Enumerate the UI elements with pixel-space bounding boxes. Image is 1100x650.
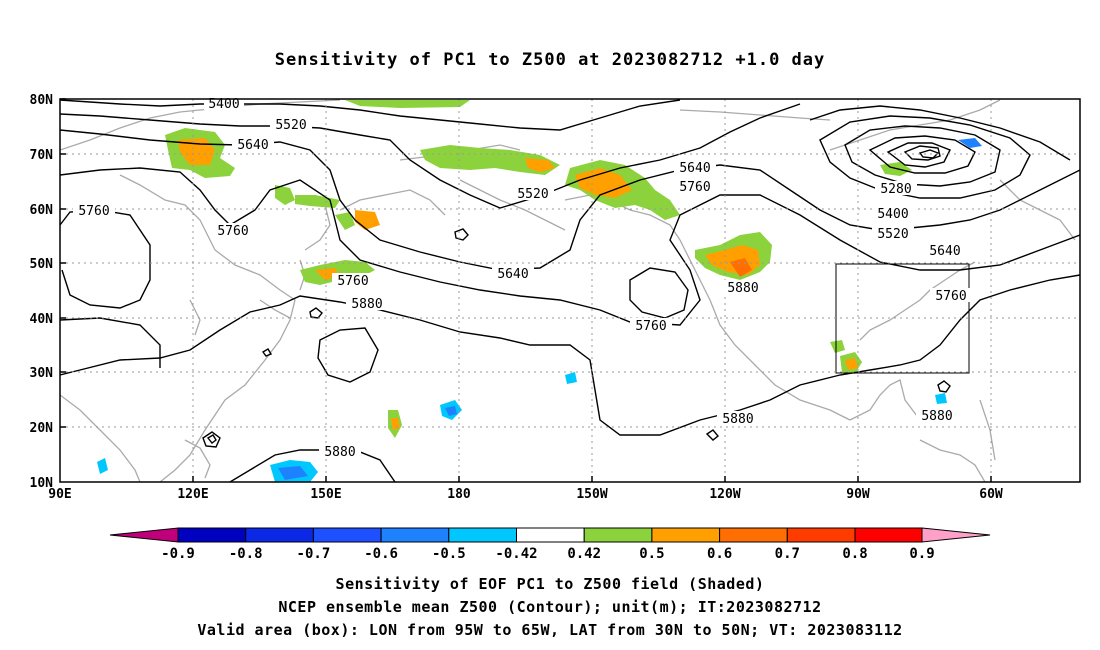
colorbar-left-triangle <box>109 527 179 543</box>
map-frame <box>59 98 1081 483</box>
colorbar-segment <box>583 527 653 543</box>
contour-label: 5400 <box>877 207 908 222</box>
colorbar-segment <box>177 527 247 543</box>
sensitivity-shading <box>97 100 982 482</box>
axis-ticks <box>60 98 992 482</box>
lat-label: 70N <box>30 148 54 163</box>
colorbar-segment <box>312 527 382 543</box>
colorbar-label: -0.8 <box>229 546 263 562</box>
colorbar-label: 0.6 <box>707 546 732 562</box>
lon-label: 150E <box>310 487 341 502</box>
z500-contours <box>60 99 1080 482</box>
colorbar-label: -0.6 <box>364 546 398 562</box>
colorbar-segment <box>245 527 314 543</box>
colorbar-label: 0.42 <box>567 546 601 562</box>
colorbar-segment <box>854 527 923 543</box>
contour-label: 5640 <box>679 161 710 176</box>
lat-label: 80N <box>30 93 54 108</box>
caption-contour: NCEP ensemble mean Z500 (Contour); unit(… <box>278 598 822 616</box>
contour-label: 5760 <box>935 289 966 304</box>
contour-label: 5880 <box>921 409 952 424</box>
longitude-labels: 90E 120E 150E 180 150W 120W 90W 60W <box>48 487 1003 502</box>
colorbar-segment <box>448 527 517 543</box>
colorbar-label: -0.7 <box>297 546 331 562</box>
lat-label: 50N <box>30 257 54 272</box>
colorbar-label: 0.5 <box>639 546 664 562</box>
contour-label: 5640 <box>497 267 528 282</box>
colorbar-segment <box>719 527 788 543</box>
contour-label: 5400 <box>208 97 239 112</box>
contour-label: 5760 <box>78 204 109 219</box>
contour-label: 5760 <box>679 180 710 195</box>
colorbar-label: -0.42 <box>495 546 537 562</box>
colorbar: -0.9 -0.8 -0.7 -0.6 -0.5 -0.42 0.42 0.5 … <box>109 527 991 562</box>
map-title: Sensitivity of PC1 to Z500 at 2023082712… <box>274 50 826 70</box>
contour-label: 5760 <box>337 274 368 289</box>
colorbar-label: -0.9 <box>161 546 195 562</box>
contour-label: 5520 <box>877 227 908 242</box>
contour-label: 5880 <box>722 412 753 427</box>
colorbar-segment <box>380 527 450 543</box>
contour-label: 5280 <box>880 182 911 197</box>
lon-label: 120E <box>177 487 208 502</box>
contour-label: 5520 <box>517 187 548 202</box>
lat-label: 40N <box>30 312 54 327</box>
lat-label: 60N <box>30 203 54 218</box>
colorbar-label: 0.8 <box>842 546 867 562</box>
latitude-labels: 80N 70N 60N 50N 40N 30N 20N 10N <box>30 93 54 491</box>
caption-shading: Sensitivity of EOF PC1 to Z500 field (Sh… <box>335 575 765 593</box>
lat-label: 10N <box>30 476 54 491</box>
colorbar-label: -0.5 <box>432 546 466 562</box>
colorbar-segment <box>516 527 585 543</box>
lon-label: 60W <box>979 487 1003 502</box>
lat-label: 20N <box>30 421 54 436</box>
contour-label: 5640 <box>237 138 268 153</box>
contour-label: 5880 <box>324 445 355 460</box>
contour-label: 5520 <box>275 118 306 133</box>
colorbar-right-triangle <box>921 527 991 543</box>
lon-label: 90W <box>846 487 870 502</box>
colorbar-label: 0.7 <box>775 546 800 562</box>
contour-label: 5640 <box>929 244 960 259</box>
caption-valid-area: Valid area (box): LON from 95W to 65W, L… <box>197 621 903 639</box>
colorbar-label: 0.9 <box>909 546 934 562</box>
lon-label: 90E <box>48 487 71 502</box>
lon-label: 150W <box>576 487 607 502</box>
contour-label: 5880 <box>727 281 758 296</box>
contour-label-group: 5400 5520 5640 5760 5760 5760 5880 5520 … <box>73 96 972 460</box>
contour-label: 5880 <box>351 297 382 312</box>
contour-label: 5760 <box>217 224 248 239</box>
lon-label: 120W <box>709 487 740 502</box>
colorbar-segment <box>651 527 721 543</box>
lat-label: 30N <box>30 366 54 381</box>
colorbar-segment <box>786 527 856 543</box>
contour-label: 5760 <box>635 319 666 334</box>
lon-label: 180 <box>447 487 471 502</box>
